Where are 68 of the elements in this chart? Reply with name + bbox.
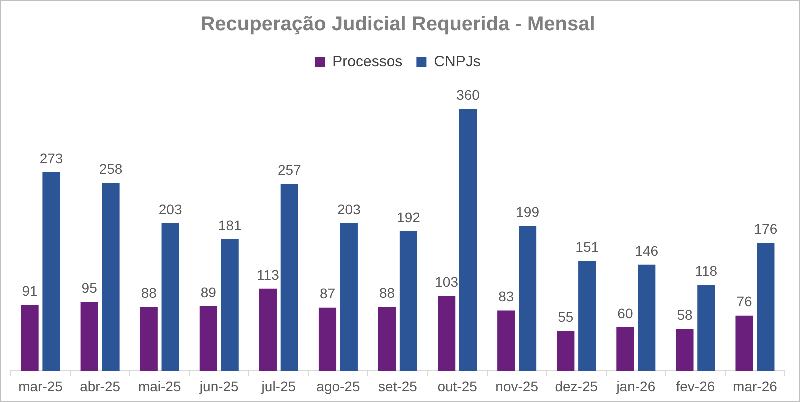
bar bbox=[638, 264, 656, 372]
bar bbox=[676, 328, 694, 372]
data-label: 199 bbox=[516, 204, 540, 220]
data-label: 257 bbox=[278, 162, 302, 178]
data-label: 88 bbox=[379, 284, 396, 301]
data-label: 103 bbox=[435, 274, 459, 290]
bar bbox=[21, 304, 39, 372]
bar bbox=[318, 308, 337, 372]
chart-title: Recuperação Judicial Requerida - Mensal bbox=[200, 14, 596, 36]
x-tick-label: mai-25 bbox=[138, 378, 182, 394]
bar bbox=[280, 184, 298, 372]
bar bbox=[378, 307, 396, 372]
bar bbox=[102, 183, 120, 372]
data-label: 118 bbox=[695, 263, 718, 280]
bar bbox=[80, 302, 98, 372]
data-label: 89 bbox=[200, 284, 217, 300]
bar bbox=[616, 328, 634, 372]
data-label: 360 bbox=[456, 86, 480, 103]
legend-label: CNPJs bbox=[434, 54, 481, 71]
bar bbox=[162, 223, 180, 372]
x-tick-label: abr-25 bbox=[80, 378, 121, 394]
data-label: 55 bbox=[558, 309, 574, 326]
data-label: 83 bbox=[498, 288, 514, 305]
bar bbox=[438, 296, 456, 372]
bar bbox=[42, 172, 60, 372]
x-tick-label: ago-25 bbox=[316, 378, 360, 394]
bar bbox=[140, 307, 158, 372]
data-label: 87 bbox=[320, 286, 336, 302]
bar bbox=[221, 239, 239, 372]
data-label: 146 bbox=[635, 242, 659, 259]
data-label: 76 bbox=[736, 294, 753, 310]
bar bbox=[259, 288, 277, 372]
x-tick-label: jan-26 bbox=[616, 378, 656, 394]
data-label: 273 bbox=[40, 150, 64, 166]
x-tick-label: fev-26 bbox=[676, 378, 716, 394]
data-label: 151 bbox=[576, 239, 600, 256]
data-label: 91 bbox=[22, 282, 38, 299]
bar bbox=[557, 331, 575, 372]
data-label: 192 bbox=[397, 209, 421, 226]
bar bbox=[459, 109, 478, 372]
bar bbox=[698, 285, 716, 372]
data-label: 258 bbox=[99, 161, 123, 178]
data-label: 181 bbox=[218, 217, 242, 234]
bar bbox=[200, 306, 218, 372]
x-tick-label: set-25 bbox=[378, 378, 418, 394]
x-tick-label: mar-25 bbox=[18, 378, 64, 394]
bar bbox=[757, 243, 775, 372]
data-label: 203 bbox=[338, 201, 362, 218]
bar bbox=[498, 310, 516, 372]
data-label: 60 bbox=[618, 305, 634, 322]
x-tick-label: jul-25 bbox=[260, 378, 296, 394]
x-tick-label: out-25 bbox=[438, 378, 478, 394]
x-tick-label: jun-25 bbox=[198, 378, 240, 394]
bar bbox=[736, 316, 754, 372]
legend-label: Processos bbox=[332, 54, 403, 71]
x-tick-label: dez-25 bbox=[555, 378, 598, 394]
data-label: 113 bbox=[257, 266, 280, 283]
x-tick-label: mar-26 bbox=[733, 378, 778, 394]
bar bbox=[340, 223, 358, 372]
bar bbox=[400, 231, 418, 372]
data-label: 203 bbox=[158, 201, 182, 218]
data-label: 58 bbox=[677, 306, 693, 323]
data-label: 176 bbox=[754, 220, 778, 237]
data-label: 88 bbox=[141, 284, 158, 301]
x-tick-label: nov-25 bbox=[496, 378, 539, 394]
bar bbox=[519, 226, 537, 372]
bar bbox=[578, 261, 596, 372]
data-label: 95 bbox=[82, 280, 98, 296]
